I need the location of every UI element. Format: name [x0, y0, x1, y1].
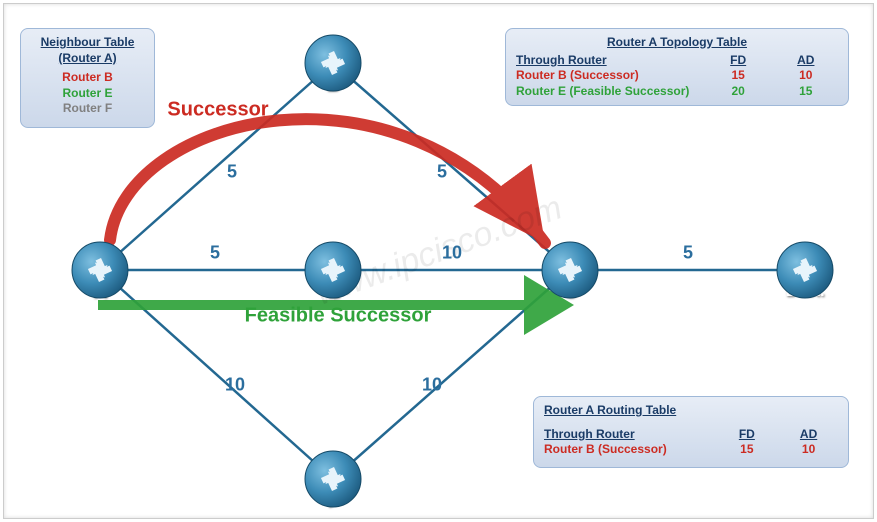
neighbour-table-box: Neighbour Table (Router A) Router BRoute…	[20, 28, 155, 128]
routing-row-0-ad: 10	[779, 442, 838, 458]
topology-header-fd: FD	[703, 53, 774, 69]
topology-row-1-fd: 20	[703, 84, 774, 100]
routing-header-ad: AD	[779, 427, 838, 443]
neighbour-entry-2: Router F	[31, 101, 144, 117]
neighbour-table-title: Neighbour Table (Router A)	[31, 35, 144, 66]
routing-header-fd: FD	[715, 427, 780, 443]
routing-header-router: Through Router	[544, 427, 715, 443]
topology-table-title: Router A Topology Table	[516, 35, 838, 51]
routing-row-0-router: Router B (Successor)	[544, 442, 715, 458]
topology-row-1: Router E (Feasible Successor)2015	[516, 84, 838, 100]
topology-header-router: Through Router	[516, 53, 703, 69]
topology-row-0: Router B (Successor)1510	[516, 68, 838, 84]
topology-row-1-router: Router E (Feasible Successor)	[516, 84, 703, 100]
topology-row-0-fd: 15	[703, 68, 774, 84]
topology-table-box: Router A Topology Table Through Router F…	[505, 28, 849, 106]
routing-row-0: Router B (Successor)1510	[544, 442, 838, 458]
topology-row-0-ad: 10	[774, 68, 838, 84]
topology-header-ad: AD	[774, 53, 838, 69]
topology-row-0-router: Router B (Successor)	[516, 68, 703, 84]
topology-row-1-ad: 15	[774, 84, 838, 100]
routing-table-box: Router A Routing Table Through Router FD…	[533, 396, 849, 468]
routing-row-0-fd: 15	[715, 442, 780, 458]
routing-table-title: Router A Routing Table	[544, 403, 838, 419]
neighbour-entry-0: Router B	[31, 70, 144, 86]
neighbour-entry-1: Router E	[31, 86, 144, 102]
